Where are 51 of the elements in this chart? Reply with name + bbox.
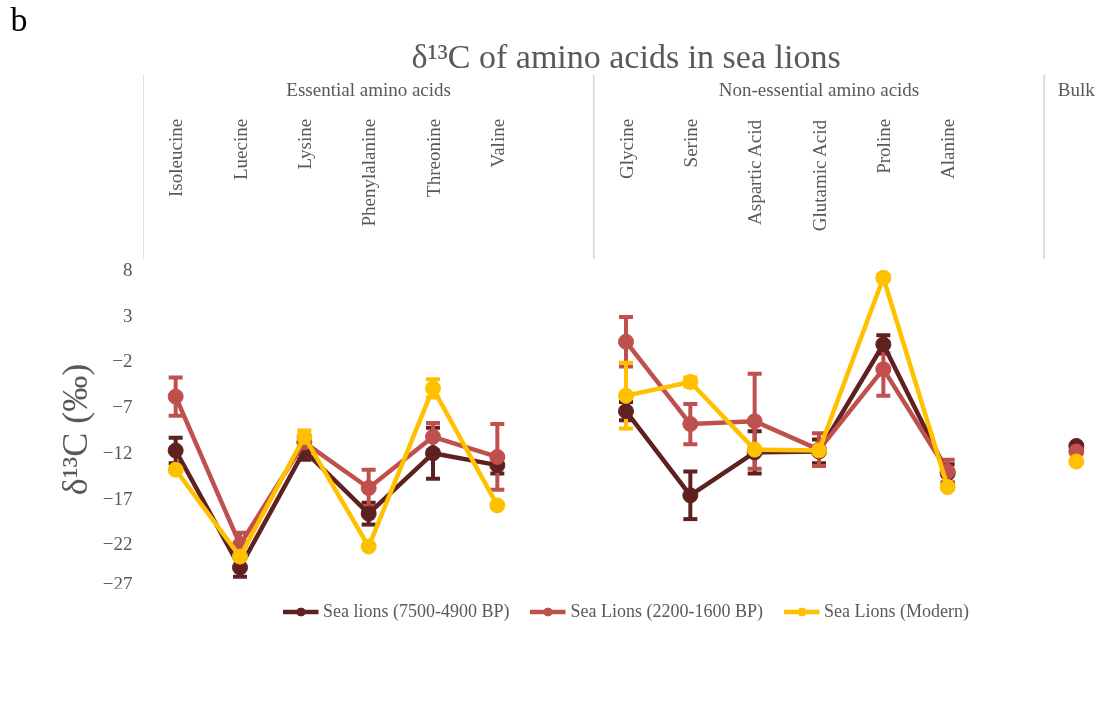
x-tick-label: Isoleucine [165, 118, 187, 197]
point [682, 487, 699, 504]
text: b [10, 0, 28, 38]
x-tick-label: Glycine [615, 118, 637, 180]
x-tick-label: Phenylalanine [358, 118, 380, 227]
legend-label: Sea Lions (Modern) [824, 600, 969, 622]
x-tick-label: Threonine [422, 118, 444, 197]
x-tick-label: Valine [486, 118, 508, 168]
chart-title: δ¹³C of amino acids in sea lions [411, 37, 841, 75]
point [682, 416, 699, 432]
point [939, 479, 956, 496]
point [618, 333, 634, 350]
text: Bulk [1057, 78, 1096, 100]
y-tick-label: 3 [123, 304, 133, 326]
y-tick-label: −7 [112, 396, 133, 418]
y-tick-label: −2 [112, 350, 133, 372]
point [167, 388, 184, 405]
y-tick-label: 8 [123, 259, 133, 280]
text: Non-essential amino acids [718, 78, 920, 100]
point [618, 403, 634, 420]
x-tick-label: Aspartic Acid [744, 119, 766, 225]
x-tick-label: Proline [872, 118, 894, 174]
text: Essential amino acids [286, 78, 451, 100]
x-tick-label: Luecine [229, 118, 251, 181]
point [360, 505, 377, 522]
y-tick-label: −12 [102, 441, 133, 463]
point [360, 480, 377, 496]
x-tick-label: Serine [679, 118, 701, 168]
point [746, 413, 763, 430]
point [618, 387, 634, 404]
legend-label: Sea Lions (2200-1600 BP) [570, 600, 764, 622]
point [1068, 453, 1085, 470]
y-tick-label: −22 [102, 533, 133, 555]
point [682, 373, 699, 390]
point [425, 428, 441, 445]
y-tick-label: −17 [102, 487, 133, 509]
x-tick-label: Glutamic Acid [808, 119, 830, 232]
point [875, 361, 892, 378]
point [425, 445, 441, 462]
y-axis-title: δ¹³C (‰) [54, 363, 95, 496]
point [167, 442, 184, 459]
x-tick-label: Alanine [937, 118, 959, 180]
point [296, 428, 313, 445]
point [232, 548, 248, 565]
point [360, 538, 377, 555]
point [167, 461, 184, 478]
y-tick-label: −27 [102, 572, 133, 594]
point [489, 448, 506, 465]
legend-label: Sea lions (7500-4900 BP) [323, 600, 510, 622]
x-tick-label: Lysine [293, 118, 315, 170]
point [489, 497, 506, 514]
